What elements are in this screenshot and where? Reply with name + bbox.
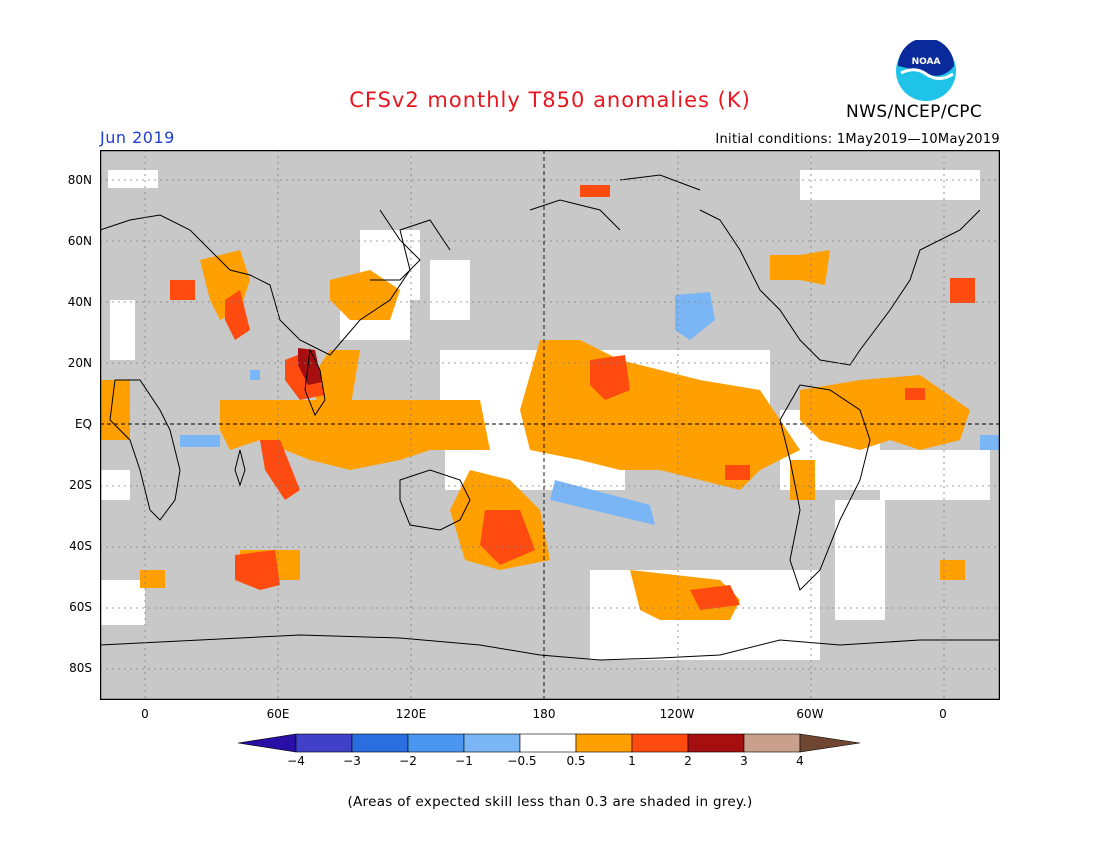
lon-label: 60E [266,707,290,721]
forecast-month: Jun 2019 [100,128,175,147]
colorbar-tick-label: 4 [796,754,804,768]
colorbar-cell [687,733,745,753]
colorbar-cell [743,733,801,753]
map-frame [100,150,1000,700]
colorbar-tick-label: 1 [628,754,636,768]
lat-label: 80S [69,661,92,675]
equator-dateline [100,150,1000,700]
colorbar-cell [407,733,465,753]
colorbar-cell [575,733,633,753]
colorbar-cell [631,733,689,753]
colorbar-tick-label: −3 [343,754,361,768]
lat-label: 40S [69,539,92,553]
lon-label: 0 [141,707,149,721]
colorbar-cell [463,733,521,753]
lat-label: EQ [74,417,92,431]
colorbar-tick-label: 2 [684,754,692,768]
colorbar-cell [519,733,577,753]
colorbar-tick-label: −2 [399,754,417,768]
colorbar [238,733,861,753]
skill-footnote: (Areas of expected skill less than 0.3 a… [347,794,753,810]
lat-label: 20N [67,356,92,370]
lon-label: 60W [796,707,824,721]
colorbar-cell [238,733,297,753]
colorbar-tick-label: −4 [287,754,305,768]
coastlines [100,174,1000,661]
lon-label: 180 [532,707,556,721]
warm-anomaly-strong [170,185,975,610]
noaa-logo-text: NOAA [912,57,941,67]
organization-label: NWS/NCEP/CPC [846,102,983,122]
colorbar-cell [799,733,861,753]
warm-anomaly-very-strong [298,348,322,385]
lon-label: 120E [395,707,427,721]
colorbar-tick-label: 0.5 [566,754,586,768]
colorbar-tick-label: 3 [740,754,748,768]
lon-label: 120W [659,707,695,721]
initial-conditions: Initial conditions: 1May2019—10May2019 [715,132,1000,147]
lat-label: 20S [69,478,92,492]
lon-label: 0 [939,707,947,721]
noaa-logo: NOAA [896,40,956,101]
gridlines [100,150,1000,700]
lat-label: 60S [69,600,92,614]
colorbar-tick-label: −0.5 [507,754,537,768]
lat-label: 60N [67,234,92,248]
cold-anomaly-light [180,292,1000,525]
colorbar-tick-label: −1 [455,754,473,768]
lat-label: 80N [67,173,92,187]
colorbar-cell [351,733,409,753]
colorbar-cell [295,733,353,753]
lat-label: 40N [67,295,92,309]
anomaly-map [100,150,1000,700]
chart-title: CFSv2 monthly T850 anomalies (K) [349,88,751,112]
